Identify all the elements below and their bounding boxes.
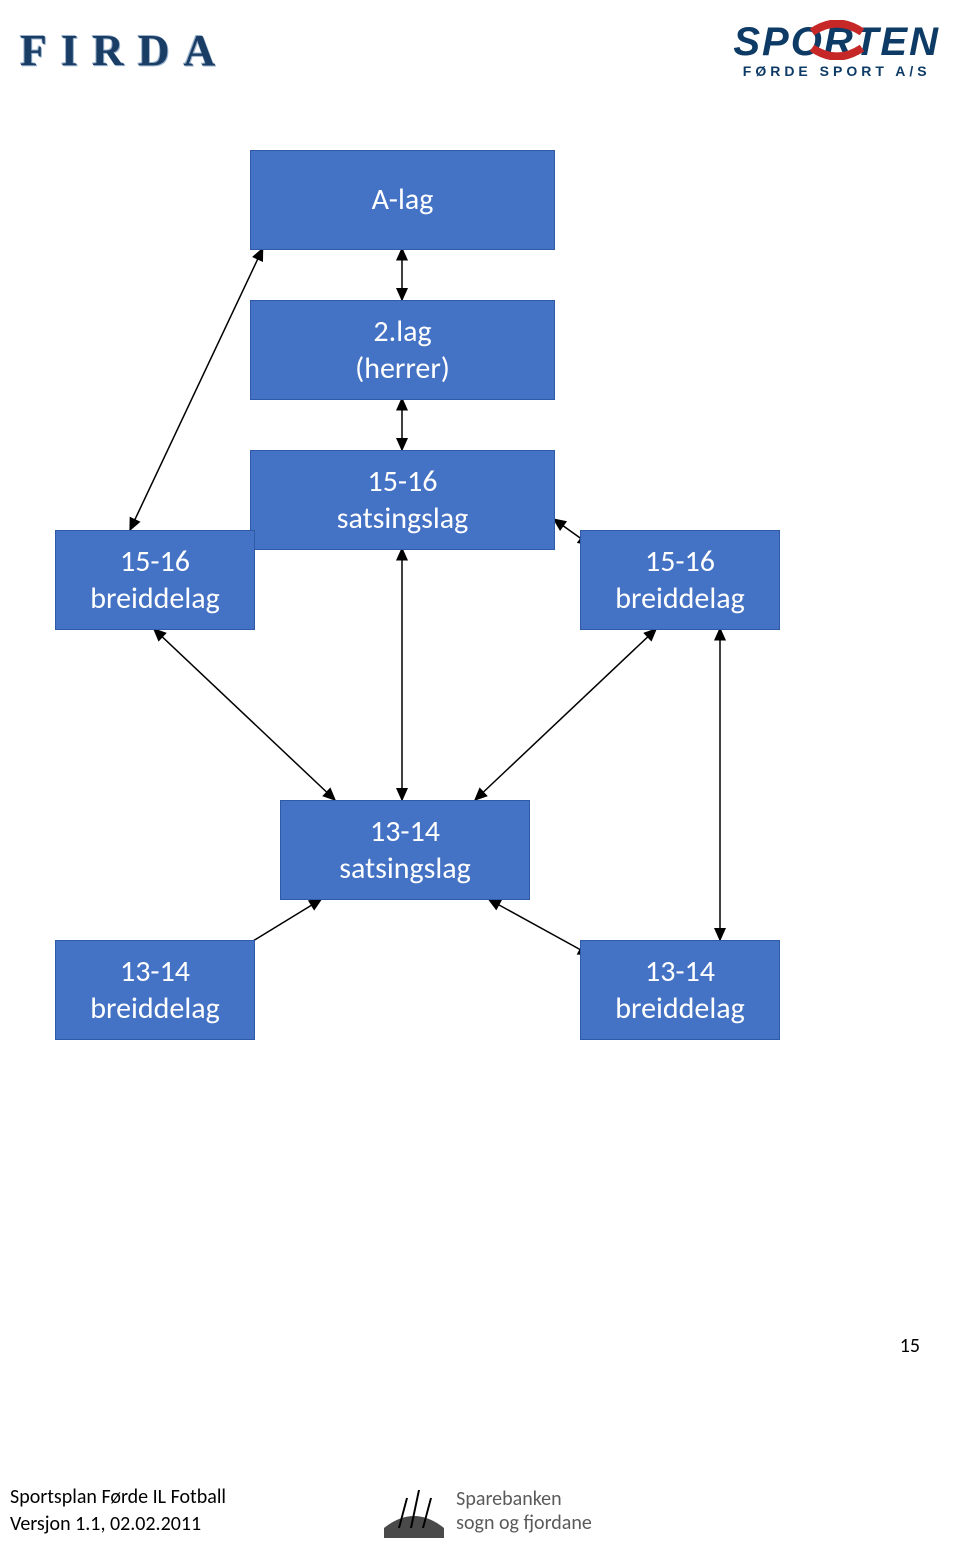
node-sats1314: 13-14satsingslag (280, 800, 530, 900)
node-b1314R: 13-14breiddelag (580, 940, 780, 1040)
sporten-logo-sub: FØRDE SPORT A/S (733, 64, 940, 78)
node-b1314L: 13-14breiddelag (55, 940, 255, 1040)
page-header: FIRDA SPORTEN FØRDE SPORT A/S (0, 0, 960, 100)
bank-line2: sogn og fjordane (456, 1511, 592, 1535)
footer-line2: Versjon 1.1, 02.02.2011 (10, 1511, 226, 1538)
node-b1516R: 15-16breiddelag (580, 530, 780, 630)
node-a_lag: A-lag (250, 150, 555, 250)
sporten-s-icon (807, 20, 867, 60)
footer-left: Sportsplan Førde IL Fotball Versjon 1.1,… (10, 1484, 226, 1538)
node-b1516L: 15-16breiddelag (55, 530, 255, 630)
sporten-logo: SPORTEN FØRDE SPORT A/S (733, 22, 940, 78)
bank-text: Sparebanken sogn og fjordane (456, 1487, 592, 1535)
firda-logo: FIRDA (20, 25, 229, 76)
page-number: 15 (900, 1334, 920, 1358)
org-diagram: A-lag 2.lag(herrer) 15-16satsingslag15-16b… (0, 100, 960, 1200)
page-footer: Sportsplan Førde IL Fotball Versjon 1.1,… (0, 1484, 960, 1538)
sparebanken-icon (384, 1484, 444, 1538)
footer-bank: Sparebanken sogn og fjordane (384, 1484, 592, 1538)
sporten-logo-main: SPORTEN (733, 22, 940, 62)
node-lag2: 2.lag(herrer) (250, 300, 555, 400)
footer-line1: Sportsplan Førde IL Fotball (10, 1484, 226, 1511)
bank-line1: Sparebanken (456, 1487, 592, 1511)
node-sats1516: 15-16satsingslag (250, 450, 555, 550)
